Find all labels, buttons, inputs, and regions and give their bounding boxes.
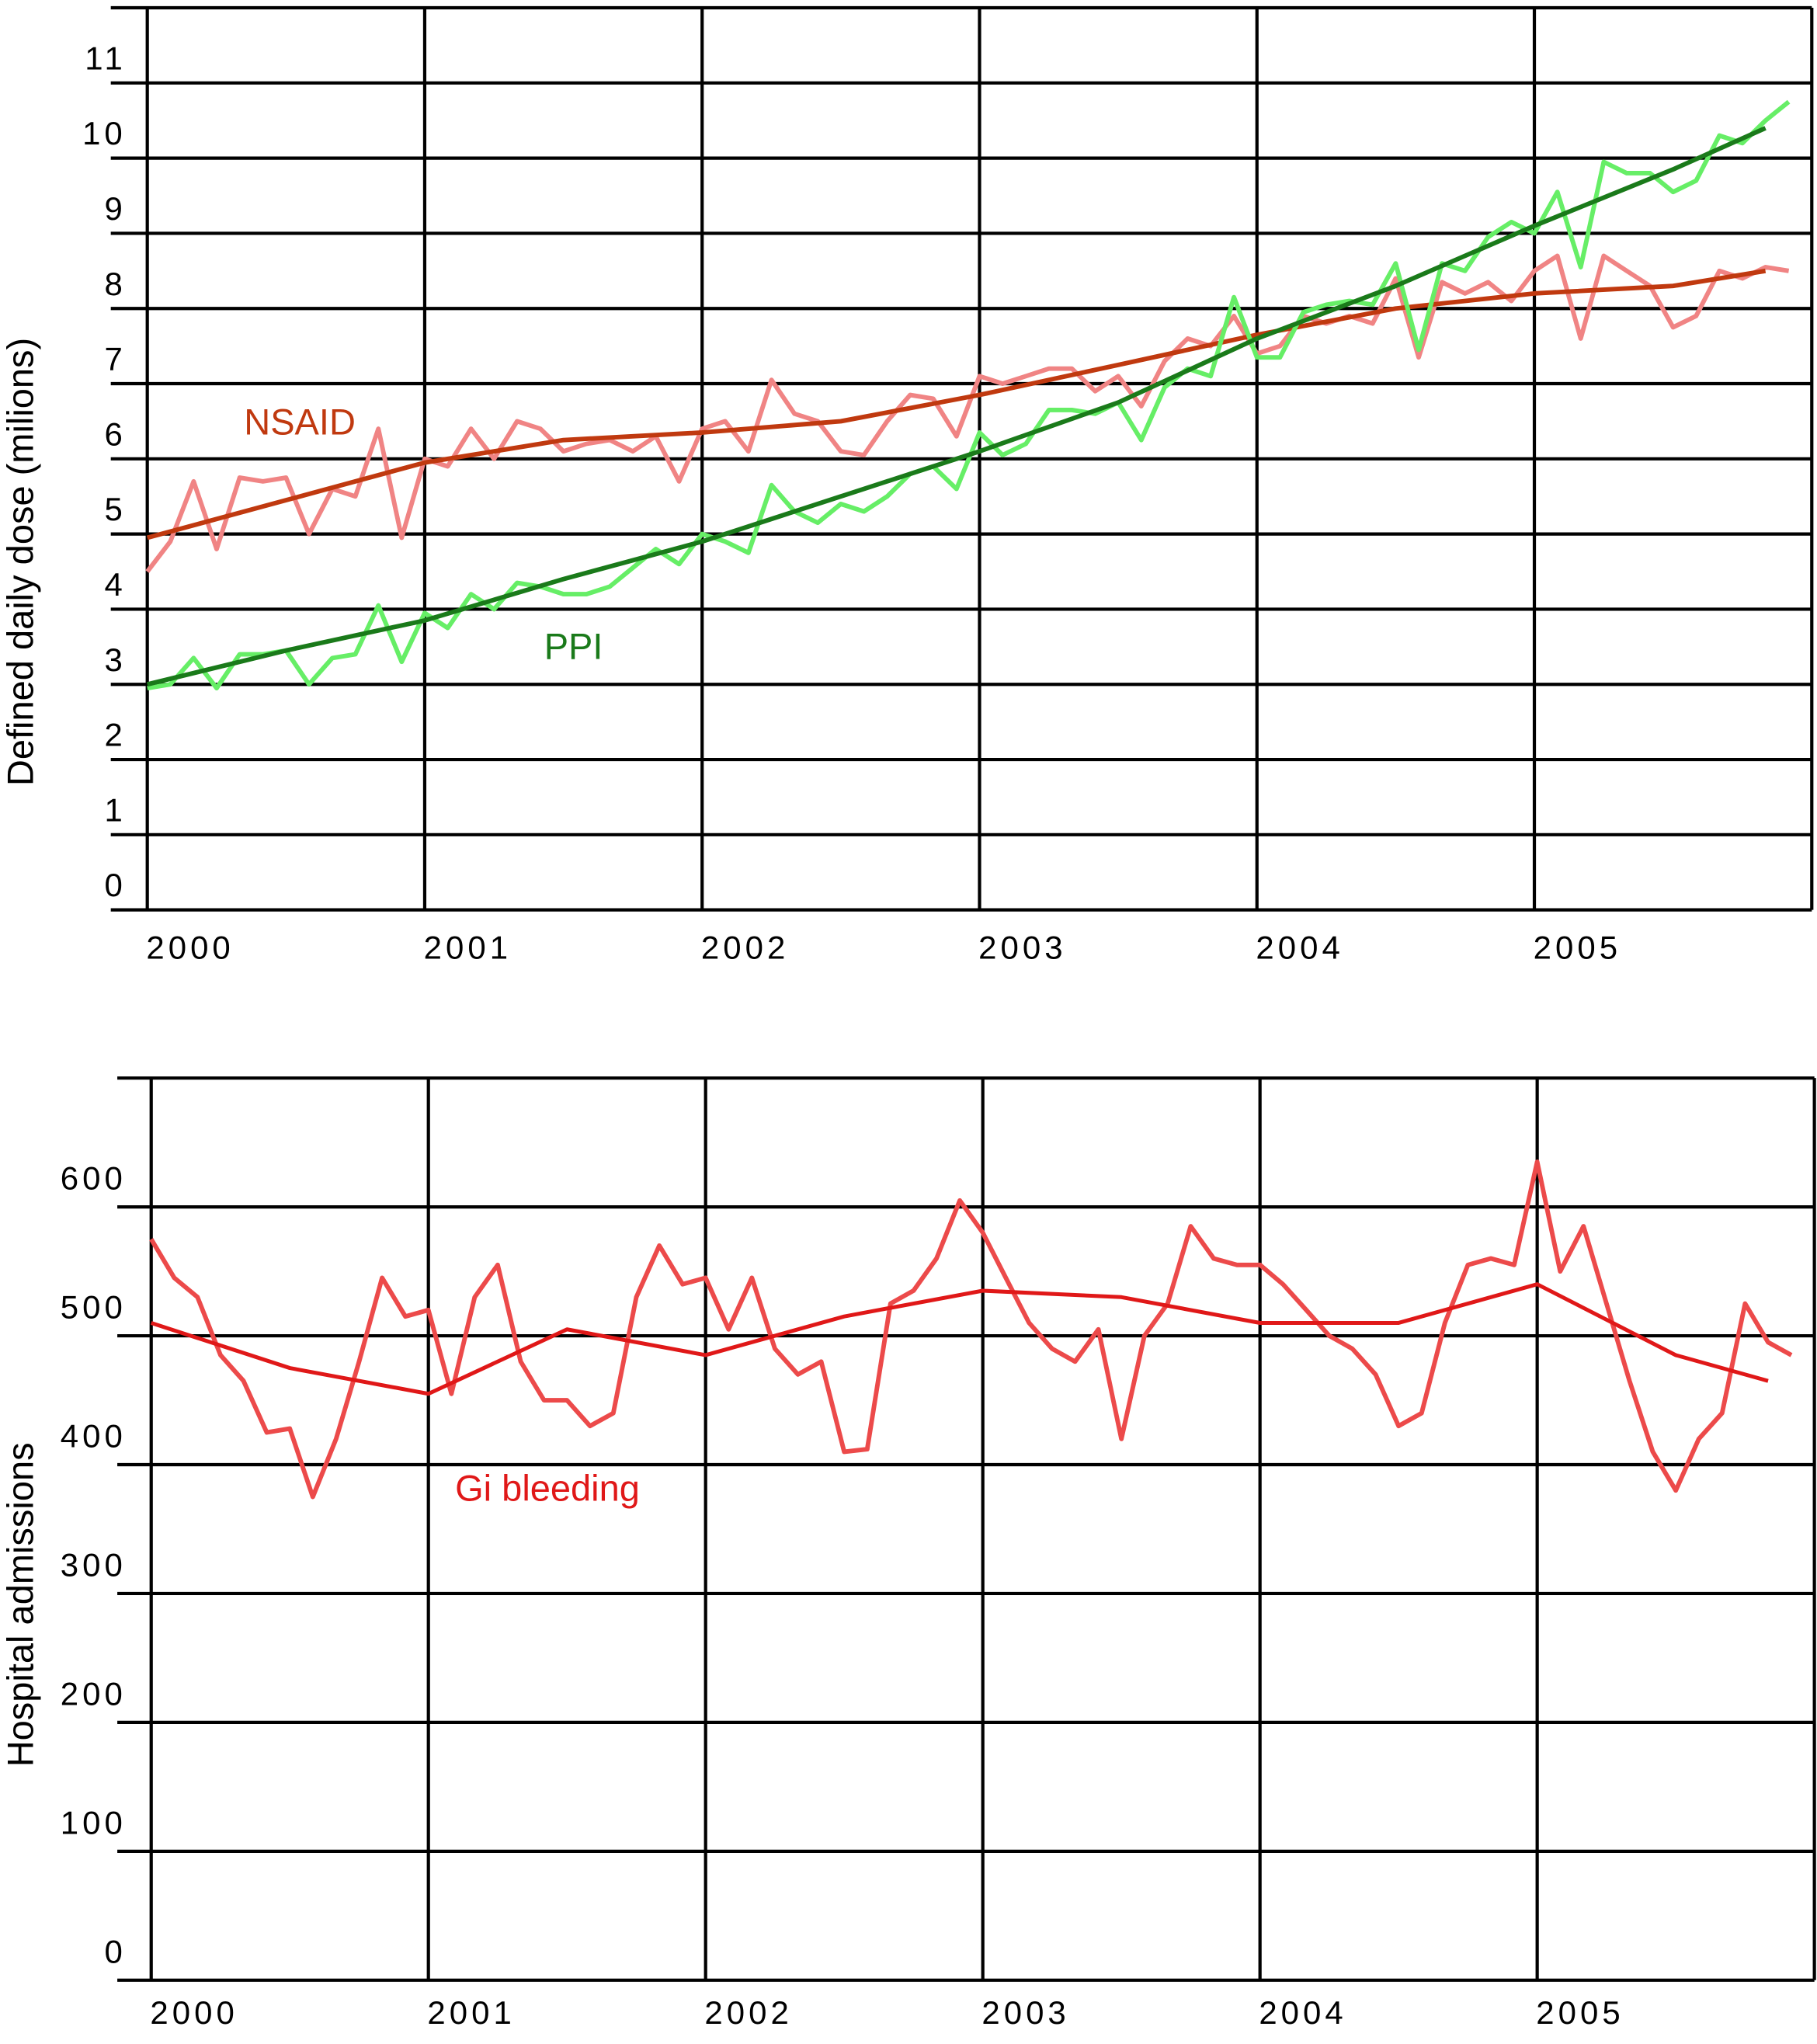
x-tick-label: 2005 — [1536, 1994, 1624, 2031]
y-tick-label: 200 — [61, 1675, 127, 1712]
y-tick-label: 2 — [104, 717, 126, 753]
series-label: PPI — [544, 625, 603, 666]
y-tick-label: 100 — [61, 1804, 127, 1841]
series-line — [149, 1159, 1793, 1500]
y-tick-label: 10 — [82, 115, 127, 151]
series-line — [146, 126, 1767, 687]
x-tick-label: 2002 — [704, 1994, 792, 2031]
x-tick-label: 2001 — [427, 1994, 515, 2031]
series-line — [145, 253, 1790, 573]
x-tick-label: 2001 — [424, 930, 512, 966]
y-tick-label: 4 — [104, 566, 126, 603]
x-tick-label: 2003 — [981, 1994, 1069, 2031]
x-tick-label: 2005 — [1534, 930, 1621, 966]
y-tick-label: 1 — [104, 791, 126, 828]
x-tick-label: 2000 — [146, 930, 234, 966]
y-tick-label: 500 — [61, 1289, 127, 1326]
y-tick-label: 600 — [61, 1160, 127, 1197]
y-tick-label: 7 — [104, 341, 126, 377]
y-tick-label: 11 — [85, 40, 127, 76]
y-tick-label: 0 — [104, 867, 126, 903]
y-tick-label: 8 — [104, 266, 126, 302]
x-tick-label: 2000 — [150, 1994, 238, 2031]
x-tick-label: 2003 — [978, 930, 1066, 966]
series-label: Gi bleeding — [455, 1468, 640, 1509]
x-tick-label: 2002 — [701, 930, 789, 966]
y-axis-title: Hospital admissions — [0, 1442, 41, 1767]
y-tick-label: 0 — [104, 1933, 126, 1969]
series-line — [150, 1282, 1769, 1396]
y-axis-title: Defined daily dose (milions) — [0, 338, 41, 786]
y-tick-label: 3 — [104, 641, 126, 678]
x-tick-label: 2004 — [1256, 930, 1343, 966]
y-tick-label: 400 — [61, 1418, 127, 1455]
series-line — [146, 268, 1767, 541]
series-label: NSAID — [244, 402, 356, 443]
y-tick-label: 9 — [104, 190, 126, 227]
y-tick-label: 6 — [104, 415, 126, 452]
y-tick-label: 300 — [61, 1546, 127, 1583]
x-tick-label: 2004 — [1259, 1994, 1346, 2031]
y-tick-label: 5 — [104, 491, 126, 527]
